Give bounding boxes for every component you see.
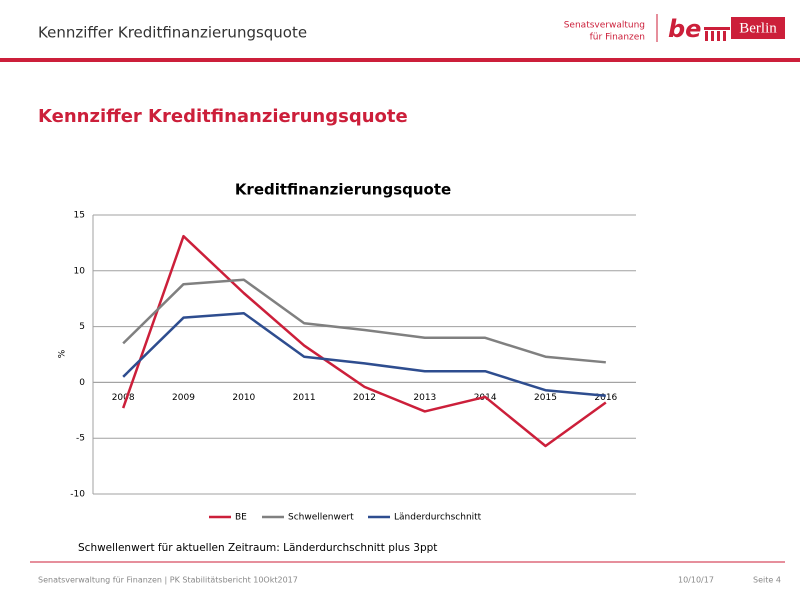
y-tick-label: 15 xyxy=(74,211,85,221)
x-tick-label: 2016 xyxy=(594,393,617,403)
note: Schwellenwert für aktuellen Zeitraum: Lä… xyxy=(78,542,437,554)
x-tick-label: 2012 xyxy=(353,393,376,403)
legend-label: Länderdurchschnitt xyxy=(394,513,482,523)
header-title: Kennziffer Kreditfinanzierungsquote xyxy=(38,24,307,42)
y-tick-label: 10 xyxy=(74,266,86,276)
legend-label: Schwellenwert xyxy=(288,513,354,523)
logo-gate xyxy=(704,27,730,41)
x-tick-label: 2009 xyxy=(172,393,195,403)
x-tick-label: 2015 xyxy=(534,393,557,403)
series-line xyxy=(122,311,606,398)
x-tick-label: 2011 xyxy=(293,393,316,403)
y-tick-label: 5 xyxy=(79,322,85,332)
legend-label: BE xyxy=(235,513,247,523)
footer-text: Senatsverwaltung für Finanzen | PK Stabi… xyxy=(38,576,298,585)
logo-org: Senatsverwaltung xyxy=(564,21,645,31)
y-tick-label: 0 xyxy=(79,378,85,388)
x-tick-label: 2008 xyxy=(112,393,135,403)
series-line xyxy=(122,278,606,364)
slide-title: Kennziffer Kreditfinanzierungsquote xyxy=(38,106,408,127)
footer-page: Seite 4 xyxy=(753,576,781,585)
footer-date: 10/10/17 xyxy=(678,576,714,585)
chart-title: Kreditfinanzierungsquote xyxy=(235,181,451,199)
logo-be: be xyxy=(668,15,701,43)
y-tick-label: -10 xyxy=(70,490,85,500)
y-axis-label: % xyxy=(58,349,68,358)
header-rule xyxy=(0,58,800,62)
y-tick-label: -5 xyxy=(76,434,85,444)
logo-org: für Finanzen xyxy=(590,33,645,43)
x-tick-label: 2010 xyxy=(232,393,255,403)
logo-box xyxy=(731,17,785,39)
logo-city: Berlin xyxy=(739,20,777,36)
series-line xyxy=(121,234,607,448)
x-tick-label: 2013 xyxy=(413,393,436,403)
